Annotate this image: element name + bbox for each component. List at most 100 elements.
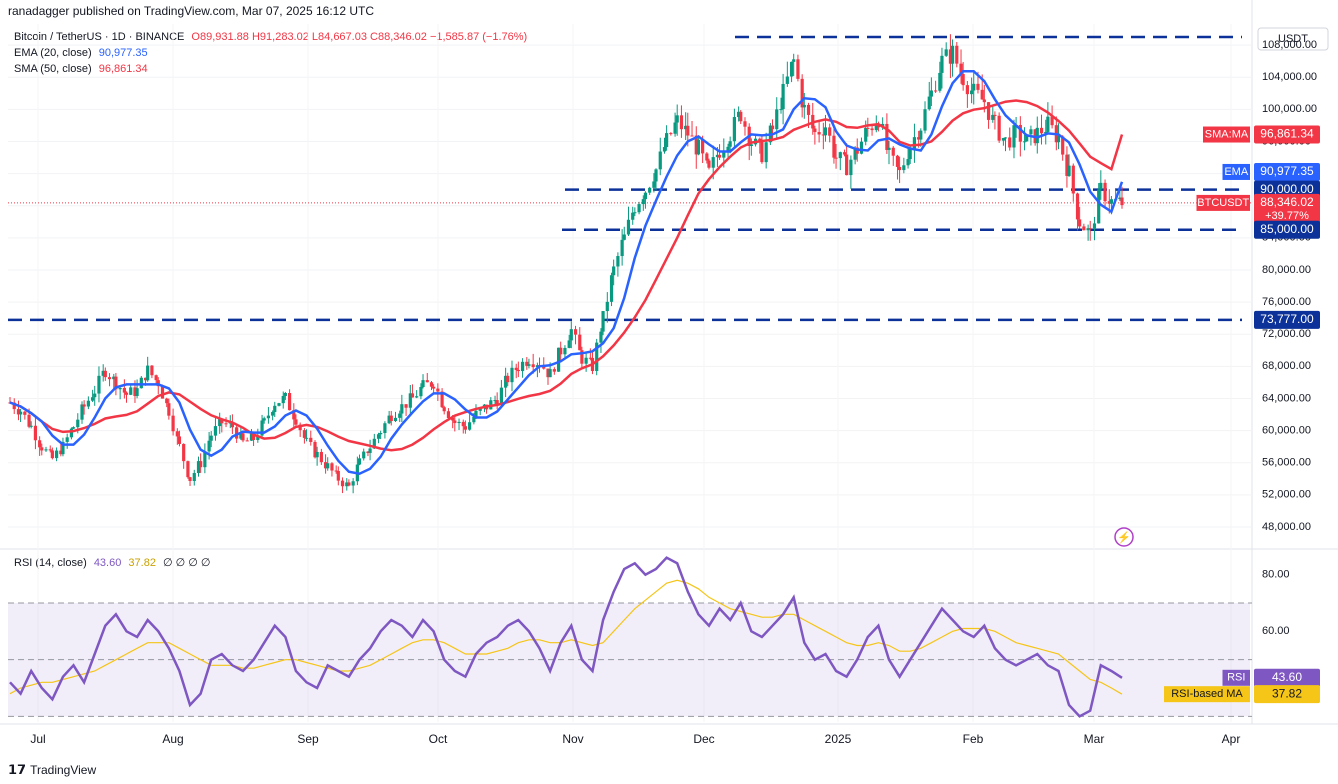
candle-body	[1103, 182, 1107, 202]
flash-icon[interactable]	[1114, 527, 1134, 547]
sma-tag-value-bg[interactable]	[1254, 125, 1320, 144]
tradingview-logo[interactable]: 𝟭𝟳 TradingView	[8, 762, 96, 778]
rsi-axis-label: 80.00	[1262, 569, 1290, 581]
candle-body	[548, 369, 552, 378]
candle-body	[866, 127, 870, 129]
candle-body	[457, 421, 461, 424]
candle-body	[643, 192, 648, 200]
candle-body	[686, 125, 690, 136]
candle-body	[154, 375, 158, 381]
candle-body	[408, 393, 412, 408]
sma-50-line[interactable]	[9, 99, 1124, 452]
candle-body	[955, 45, 959, 64]
candle-body	[1029, 129, 1033, 135]
candle-body	[118, 388, 122, 390]
price-axis-label: 60,000.00	[1262, 424, 1311, 436]
candle-body	[1088, 228, 1092, 230]
candle-body	[143, 377, 148, 381]
candle-body	[605, 301, 609, 312]
candle-body	[1086, 228, 1090, 231]
ema-20-line[interactable]	[9, 69, 1124, 476]
candle-body	[283, 393, 287, 396]
legend-sma[interactable]: SMA (50, close) 96,861.34	[14, 63, 148, 75]
ema-tag-value-bg[interactable]	[1254, 162, 1320, 181]
candle-body	[256, 435, 260, 440]
candle-body	[323, 462, 328, 469]
price-axis-label: 64,000.00	[1262, 392, 1311, 404]
candle-body	[188, 477, 192, 481]
rsi-ma-tag-value-bg[interactable]	[1254, 685, 1320, 704]
candle-body	[287, 393, 292, 411]
candle-body	[732, 117, 736, 142]
rsi-line[interactable]	[9, 556, 1123, 718]
candle-body	[616, 256, 620, 267]
candle-body	[16, 409, 21, 415]
rsi-ma-tag-label: RSI-based MA	[1171, 688, 1243, 700]
currency-button[interactable]	[1257, 27, 1329, 51]
rsi-tag-value-bg[interactable]	[1254, 668, 1320, 687]
candle-body	[525, 361, 529, 366]
time-axis-label: Feb	[963, 732, 984, 746]
candle-body	[520, 361, 525, 372]
candle-body	[419, 386, 423, 397]
candle-body	[948, 49, 953, 64]
candle-body	[917, 137, 921, 140]
candle-body	[637, 204, 641, 213]
level-73-tag-value-bg[interactable]	[1254, 310, 1320, 329]
level-85-tag-value-bg[interactable]	[1254, 220, 1320, 239]
candle-body	[961, 74, 965, 86]
candle-body	[760, 141, 764, 163]
candle-body	[461, 421, 465, 427]
candle-body	[1097, 189, 1101, 224]
candle-body	[898, 166, 902, 171]
candle-body	[849, 159, 853, 176]
candle-body	[552, 369, 556, 372]
candle-body	[673, 122, 677, 134]
candle-body	[209, 435, 213, 441]
rsi-ma-line[interactable]	[9, 579, 1123, 695]
candle-body	[584, 357, 588, 364]
candle-body	[504, 375, 508, 388]
candle-body	[304, 437, 309, 439]
legend-symbol[interactable]: Bitcoin / TetherUS · 1D · BINANCE O89,93…	[14, 31, 527, 43]
candle-body	[292, 410, 296, 420]
ohlc-values: O89,931.88 H91,283.02 L84,667.03 C88,346…	[191, 31, 528, 43]
candle-body	[251, 433, 256, 440]
candle-body	[150, 365, 154, 376]
candle-body	[906, 159, 910, 166]
candle-body	[908, 148, 912, 160]
candle-body	[472, 416, 476, 423]
candle-body	[273, 405, 277, 413]
candle-body	[658, 151, 662, 170]
candle-body	[717, 154, 722, 158]
price-axis-label: 76,000.00	[1262, 296, 1311, 308]
candle-body	[38, 440, 42, 448]
time-axis-label: Oct	[429, 732, 448, 746]
candle-body	[124, 392, 129, 395]
legend-rsi[interactable]: RSI (14, close) 43.60 37.82 ∅ ∅ ∅ ∅	[14, 556, 211, 569]
candle-body	[902, 165, 906, 171]
candle-body	[48, 449, 52, 451]
candle-body	[853, 147, 857, 160]
candle-body	[404, 404, 408, 408]
candle-body	[789, 61, 794, 77]
candle-body	[622, 234, 626, 240]
candle-body	[652, 181, 656, 188]
time-axis-label: Aug	[162, 732, 183, 746]
candle-body	[662, 147, 667, 152]
candle-body	[224, 423, 228, 425]
candle-body	[368, 448, 372, 453]
candle-body	[885, 123, 889, 150]
candle-body	[71, 427, 76, 429]
rsi-axis-label: 60.00	[1262, 625, 1290, 637]
candle-body	[800, 78, 804, 108]
candle-body	[220, 418, 224, 424]
candle-body	[940, 55, 944, 73]
ema-tag-label-bg	[1222, 163, 1250, 180]
legend-ema[interactable]: EMA (20, close) 90,977.35	[14, 47, 148, 59]
candle-body	[775, 109, 779, 130]
candle-body	[103, 370, 107, 378]
candle-body	[133, 387, 137, 396]
symbol-title: Bitcoin / TetherUS · 1D · BINANCE	[14, 31, 185, 43]
